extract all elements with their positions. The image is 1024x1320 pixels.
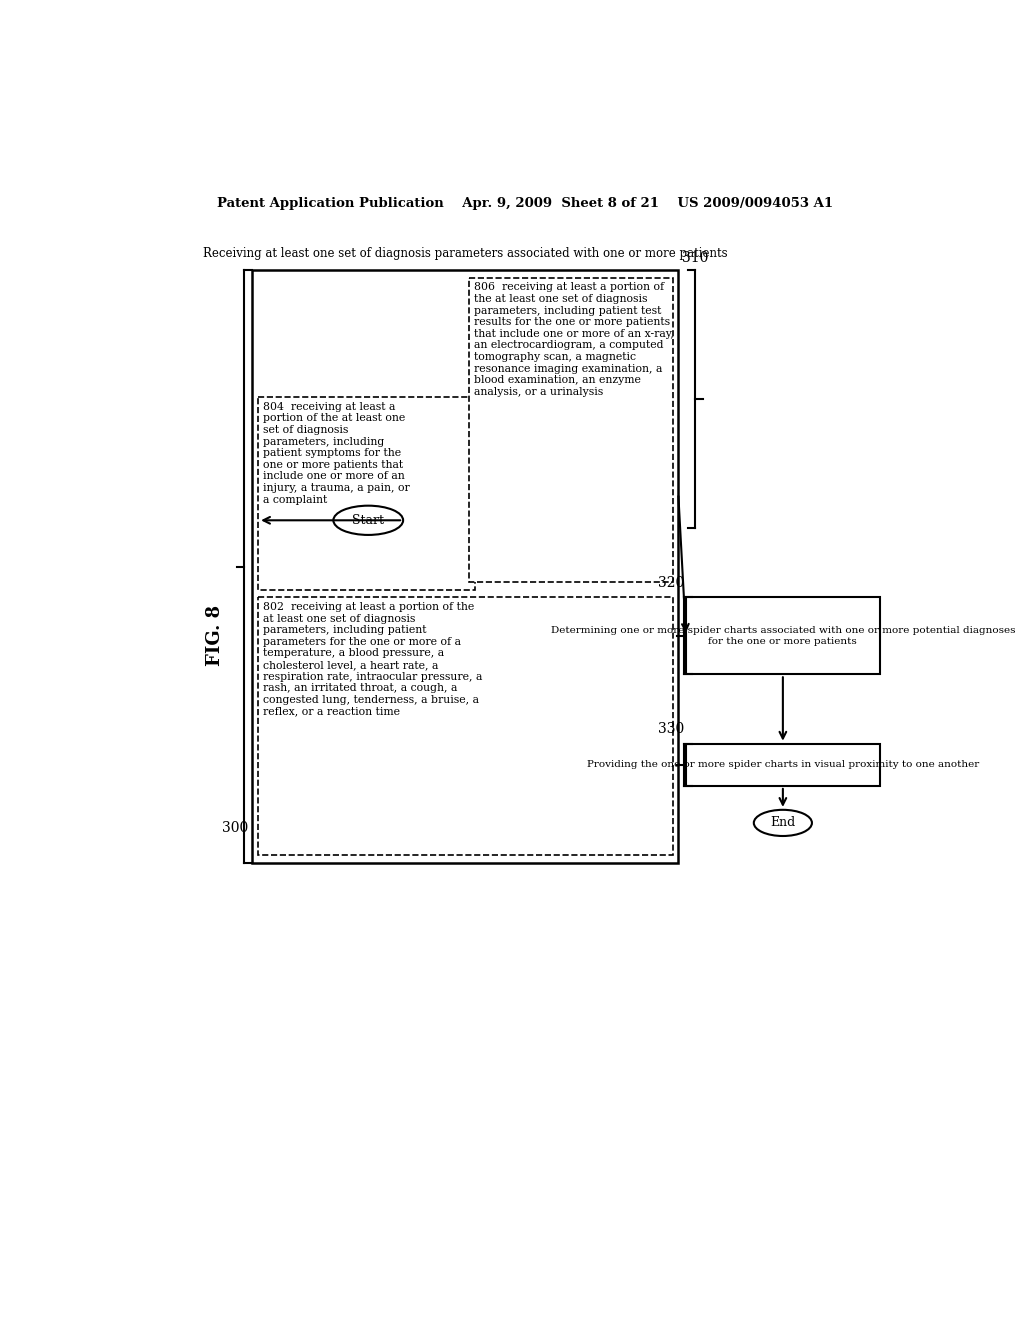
Text: FIG. 8: FIG. 8 (206, 606, 224, 667)
Bar (252, 271, 678, 863)
Bar (258, 597, 673, 855)
Text: 300: 300 (222, 821, 248, 836)
Ellipse shape (334, 506, 403, 535)
Bar (469, 277, 673, 582)
Text: Receiving at least one set of diagnosis parameters associated with one or more p: Receiving at least one set of diagnosis … (203, 247, 727, 260)
Bar (258, 397, 475, 590)
Text: 804  receiving at least a
portion of the at least one
set of diagnosis
parameter: 804 receiving at least a portion of the … (263, 401, 410, 504)
Text: 806  receiving at least a portion of
the at least one set of diagnosis
parameter: 806 receiving at least a portion of the … (474, 282, 674, 397)
Text: 330: 330 (658, 722, 684, 737)
Text: Determining one or more spider charts associated with one or more potential diag: Determining one or more spider charts as… (551, 626, 1015, 645)
Text: Providing the one or more spider charts in visual proximity to one another: Providing the one or more spider charts … (587, 760, 979, 770)
Bar (686, 597, 880, 675)
Ellipse shape (754, 809, 812, 836)
Text: 320: 320 (658, 576, 684, 590)
Bar (686, 743, 880, 785)
Text: Patent Application Publication    Apr. 9, 2009  Sheet 8 of 21    US 2009/0094053: Patent Application Publication Apr. 9, 2… (217, 197, 833, 210)
Text: 310: 310 (682, 251, 709, 264)
Text: Start: Start (352, 513, 384, 527)
Text: End: End (770, 816, 796, 829)
Text: 802  receiving at least a portion of the
at least one set of diagnosis
parameter: 802 receiving at least a portion of the … (263, 602, 482, 717)
